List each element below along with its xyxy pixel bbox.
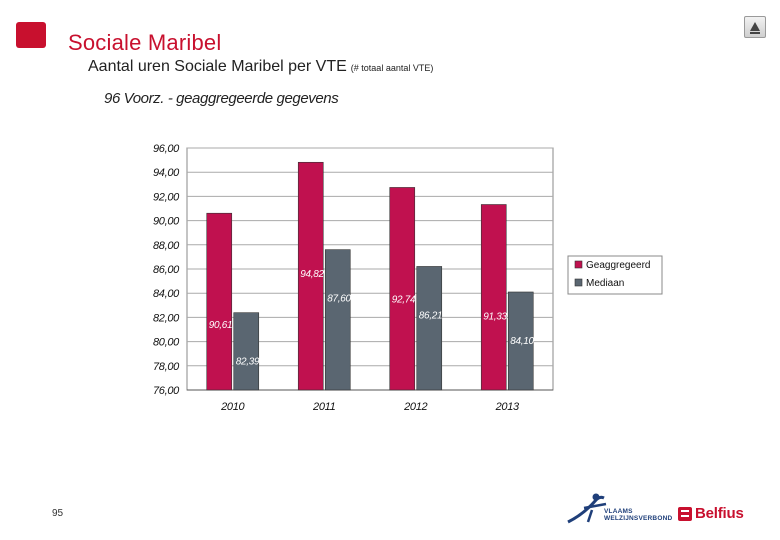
- belfius-mark-icon: [678, 506, 692, 521]
- y-tick-label: 86,00: [153, 264, 180, 276]
- legend-swatch: [574, 278, 583, 287]
- vvsg-logo-icon: [567, 493, 607, 524]
- y-tick-label: 90,00: [153, 216, 180, 228]
- data-label: 94,82: [300, 269, 324, 280]
- chart-title: 96 Voorz. - geaggregeerde gegevens: [104, 90, 339, 107]
- data-label: 92,74: [392, 294, 416, 305]
- y-tick-label: 76,00: [153, 385, 180, 397]
- data-label: 82,39: [236, 357, 260, 368]
- y-tick-label: 84,00: [153, 288, 180, 300]
- data-label: 87,60: [327, 294, 351, 305]
- y-tick-label: 96,00: [153, 143, 180, 155]
- subtitle-main: Aantal uren Sociale Maribel per VTE: [88, 58, 347, 75]
- y-tick-label: 94,00: [153, 167, 180, 179]
- bar-mediaan-2012: [416, 266, 443, 391]
- y-tick-label: 88,00: [153, 240, 180, 252]
- page-number: 95: [52, 508, 64, 519]
- legend-label: Mediaan: [586, 278, 624, 289]
- y-tick-label: 92,00: [153, 191, 180, 203]
- subtitle-note: (# totaal aantal VTE): [350, 63, 434, 73]
- data-label: 84,10: [510, 336, 534, 347]
- bar-mediaan-2010: [233, 312, 260, 391]
- brand-square-logo: [16, 22, 46, 48]
- belfius-logo-text: Belfius: [695, 505, 744, 522]
- page-title: Sociale Maribel: [68, 30, 222, 55]
- bar-geaggregeerd-2011: [297, 161, 324, 391]
- bar-mediaan-2011: [324, 249, 351, 391]
- belfius-logo: Belfius: [678, 505, 744, 522]
- bar-mediaan-2013: [507, 291, 534, 391]
- page-subtitle: Aantal uren Sociale Maribel per VTE (# to…: [88, 58, 433, 76]
- x-tick-label: 2013: [495, 401, 520, 413]
- data-label: 91,33: [483, 311, 507, 322]
- bar-geaggregeerd-2012: [389, 187, 416, 391]
- y-tick-label: 82,00: [153, 312, 180, 324]
- bar-geaggregeerd-2013: [480, 204, 507, 391]
- data-label: 86,21: [419, 310, 443, 321]
- bar-geaggregeerd-2010: [206, 212, 233, 391]
- data-label: 90,61: [209, 320, 233, 331]
- x-tick-label: 2010: [220, 401, 245, 413]
- legend-swatch: [574, 260, 583, 269]
- y-tick-label: 78,00: [153, 361, 180, 373]
- x-tick-label: 2012: [403, 401, 427, 413]
- y-tick-label: 80,00: [153, 337, 180, 349]
- legend-box: [567, 255, 663, 295]
- legend-label: Geaggregeerd: [586, 260, 651, 271]
- vvsg-logo-text: VLAAMS WELZIJNSVERBOND: [604, 508, 673, 522]
- home-up-icon[interactable]: [744, 16, 766, 38]
- x-tick-label: 2011: [312, 401, 336, 413]
